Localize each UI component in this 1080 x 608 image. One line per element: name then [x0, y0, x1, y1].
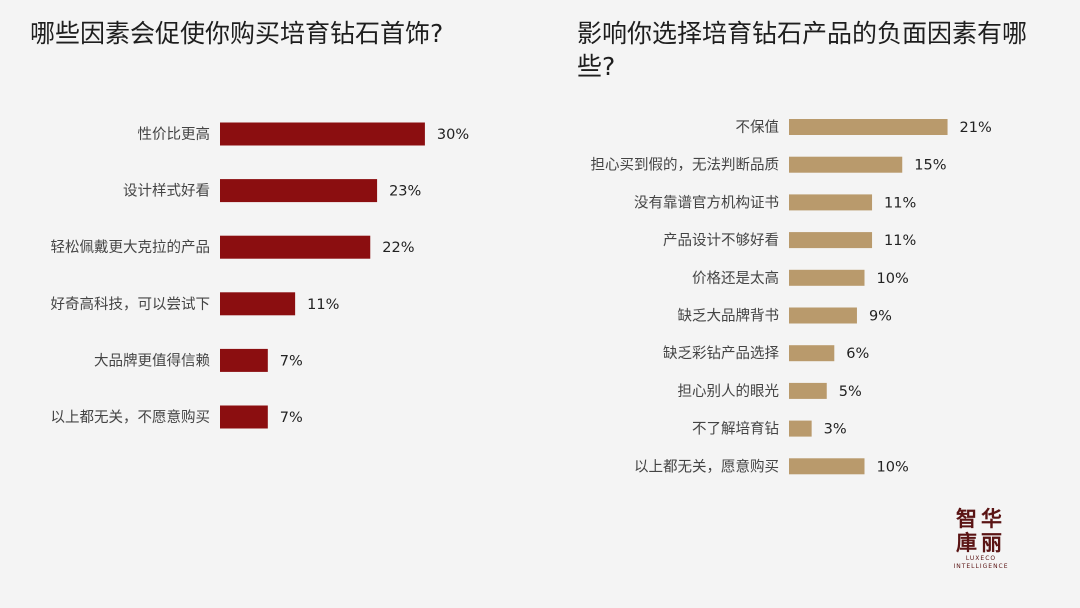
- driver-value-label: 11%: [307, 297, 339, 313]
- logo-line-2: 庫丽: [956, 530, 1006, 555]
- negative-value-label: 21%: [960, 120, 992, 136]
- negative-category-label: 担心别人的眼光: [678, 383, 780, 400]
- negative-value-label: 3%: [824, 422, 847, 438]
- negative-factors-bar-chart: 不保值 21% 担心买到假的，无法判断品质 15% 没有靠谱官方机构证书 11% 产品设计不…: [591, 119, 992, 475]
- negative-bar: [789, 119, 948, 135]
- driver-category-label: 好奇高科技，可以尝试下: [51, 296, 211, 313]
- driver-value-label: 30%: [437, 127, 469, 143]
- negative-bar: [789, 232, 873, 249]
- driver-value-label: 22%: [382, 240, 414, 256]
- negative-value-label: 10%: [877, 271, 909, 287]
- driver-bar: [220, 179, 378, 203]
- negative-category-label: 没有靠谱官方机构证书: [634, 194, 779, 211]
- driver-value-label: 23%: [389, 184, 421, 200]
- brand-logo: 智华 庫丽 LUXECO INTELLIGENCE: [946, 507, 1016, 587]
- driver-bar: [220, 122, 425, 146]
- negative-bar: [789, 156, 903, 173]
- negative-value-label: 15%: [914, 158, 946, 174]
- logo-sub-2: INTELLIGENCE: [953, 563, 1009, 570]
- negative-bar: [789, 382, 827, 399]
- negative-category-label: 价格还是太高: [692, 270, 779, 287]
- logo-line-1: 智华: [956, 506, 1006, 531]
- right-chart-title: 影响你选择培育钻石产品的负面因素有哪些?: [577, 19, 1028, 81]
- logo-sub-1: LUXECO: [965, 555, 997, 562]
- negative-bar: [789, 420, 812, 437]
- negative-value-label: 11%: [884, 233, 916, 249]
- negative-category-label: 以上都无关，愿意购买: [634, 457, 779, 475]
- driver-bar: [220, 405, 268, 429]
- negative-value-label: 6%: [846, 346, 869, 362]
- negative-category-label: 担心买到假的，无法判断品质: [591, 157, 780, 174]
- driver-bar: [220, 235, 371, 259]
- driver-category-label: 设计样式好看: [123, 183, 210, 200]
- driver-category-label: 性价比更高: [138, 126, 211, 143]
- left-chart-title: 哪些因素会促使你购买培育钻石首饰?: [30, 19, 444, 48]
- negative-category-label: 缺乏彩钻产品选择: [663, 345, 779, 362]
- driver-category-label: 以上都无关，不愿意购买: [51, 408, 211, 426]
- negative-value-label: 10%: [877, 459, 909, 475]
- driver-category-label: 大品牌更值得信赖: [94, 352, 210, 369]
- negative-category-label: 缺乏大品牌背书: [678, 308, 780, 325]
- negative-bar: [789, 307, 857, 324]
- negative-bar: [789, 269, 865, 286]
- driver-value-label: 7%: [280, 410, 303, 426]
- negative-category-label: 不了解培育钻: [692, 421, 779, 438]
- negative-bar: [789, 194, 873, 211]
- purchase-drivers-bar-chart: 性价比更高 30% 设计样式好看 23% 轻松佩戴更大克拉的产品 22% 好奇高科技，可以尝…: [51, 122, 469, 429]
- negative-bar: [789, 458, 865, 475]
- negative-value-label: 9%: [869, 309, 892, 325]
- negative-category-label: 不保值: [736, 119, 780, 136]
- driver-category-label: 轻松佩戴更大克拉的产品: [51, 239, 211, 256]
- driver-bar: [220, 292, 296, 316]
- negative-bar: [789, 345, 835, 362]
- driver-bar: [220, 348, 268, 372]
- negative-value-label: 11%: [884, 195, 916, 211]
- driver-value-label: 7%: [280, 353, 303, 369]
- negative-category-label: 产品设计不够好看: [663, 232, 779, 249]
- negative-value-label: 5%: [839, 384, 862, 400]
